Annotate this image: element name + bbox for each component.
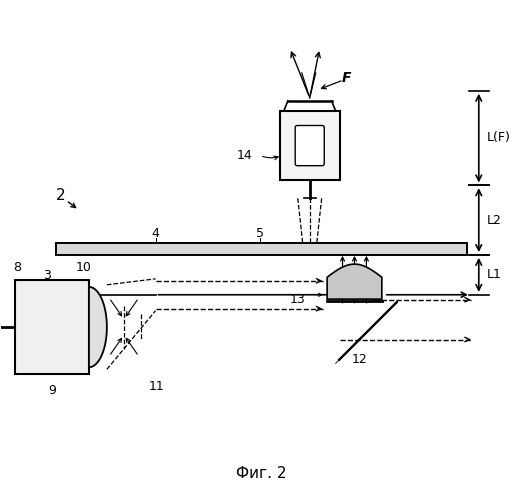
Bar <box>56 243 467 255</box>
Text: L1: L1 <box>487 268 502 281</box>
Text: 14: 14 <box>236 149 252 162</box>
Text: 4: 4 <box>152 226 160 239</box>
Text: 13: 13 <box>290 293 306 306</box>
Text: 8: 8 <box>14 262 21 274</box>
Text: Фиг. 2: Фиг. 2 <box>236 466 286 481</box>
Bar <box>15 280 89 374</box>
Text: 2: 2 <box>56 188 66 203</box>
Text: L2: L2 <box>487 214 502 226</box>
Text: 9: 9 <box>48 384 56 396</box>
Text: 11: 11 <box>149 380 164 392</box>
Text: 10: 10 <box>76 262 92 274</box>
Polygon shape <box>327 264 382 299</box>
Text: F: F <box>341 71 351 85</box>
Text: 5: 5 <box>256 226 264 239</box>
Text: 12: 12 <box>352 353 367 366</box>
FancyBboxPatch shape <box>295 126 324 166</box>
Text: L(F): L(F) <box>487 131 511 144</box>
Polygon shape <box>338 302 398 360</box>
Bar <box>280 111 340 180</box>
Polygon shape <box>89 287 107 367</box>
Text: 3: 3 <box>43 269 51 282</box>
